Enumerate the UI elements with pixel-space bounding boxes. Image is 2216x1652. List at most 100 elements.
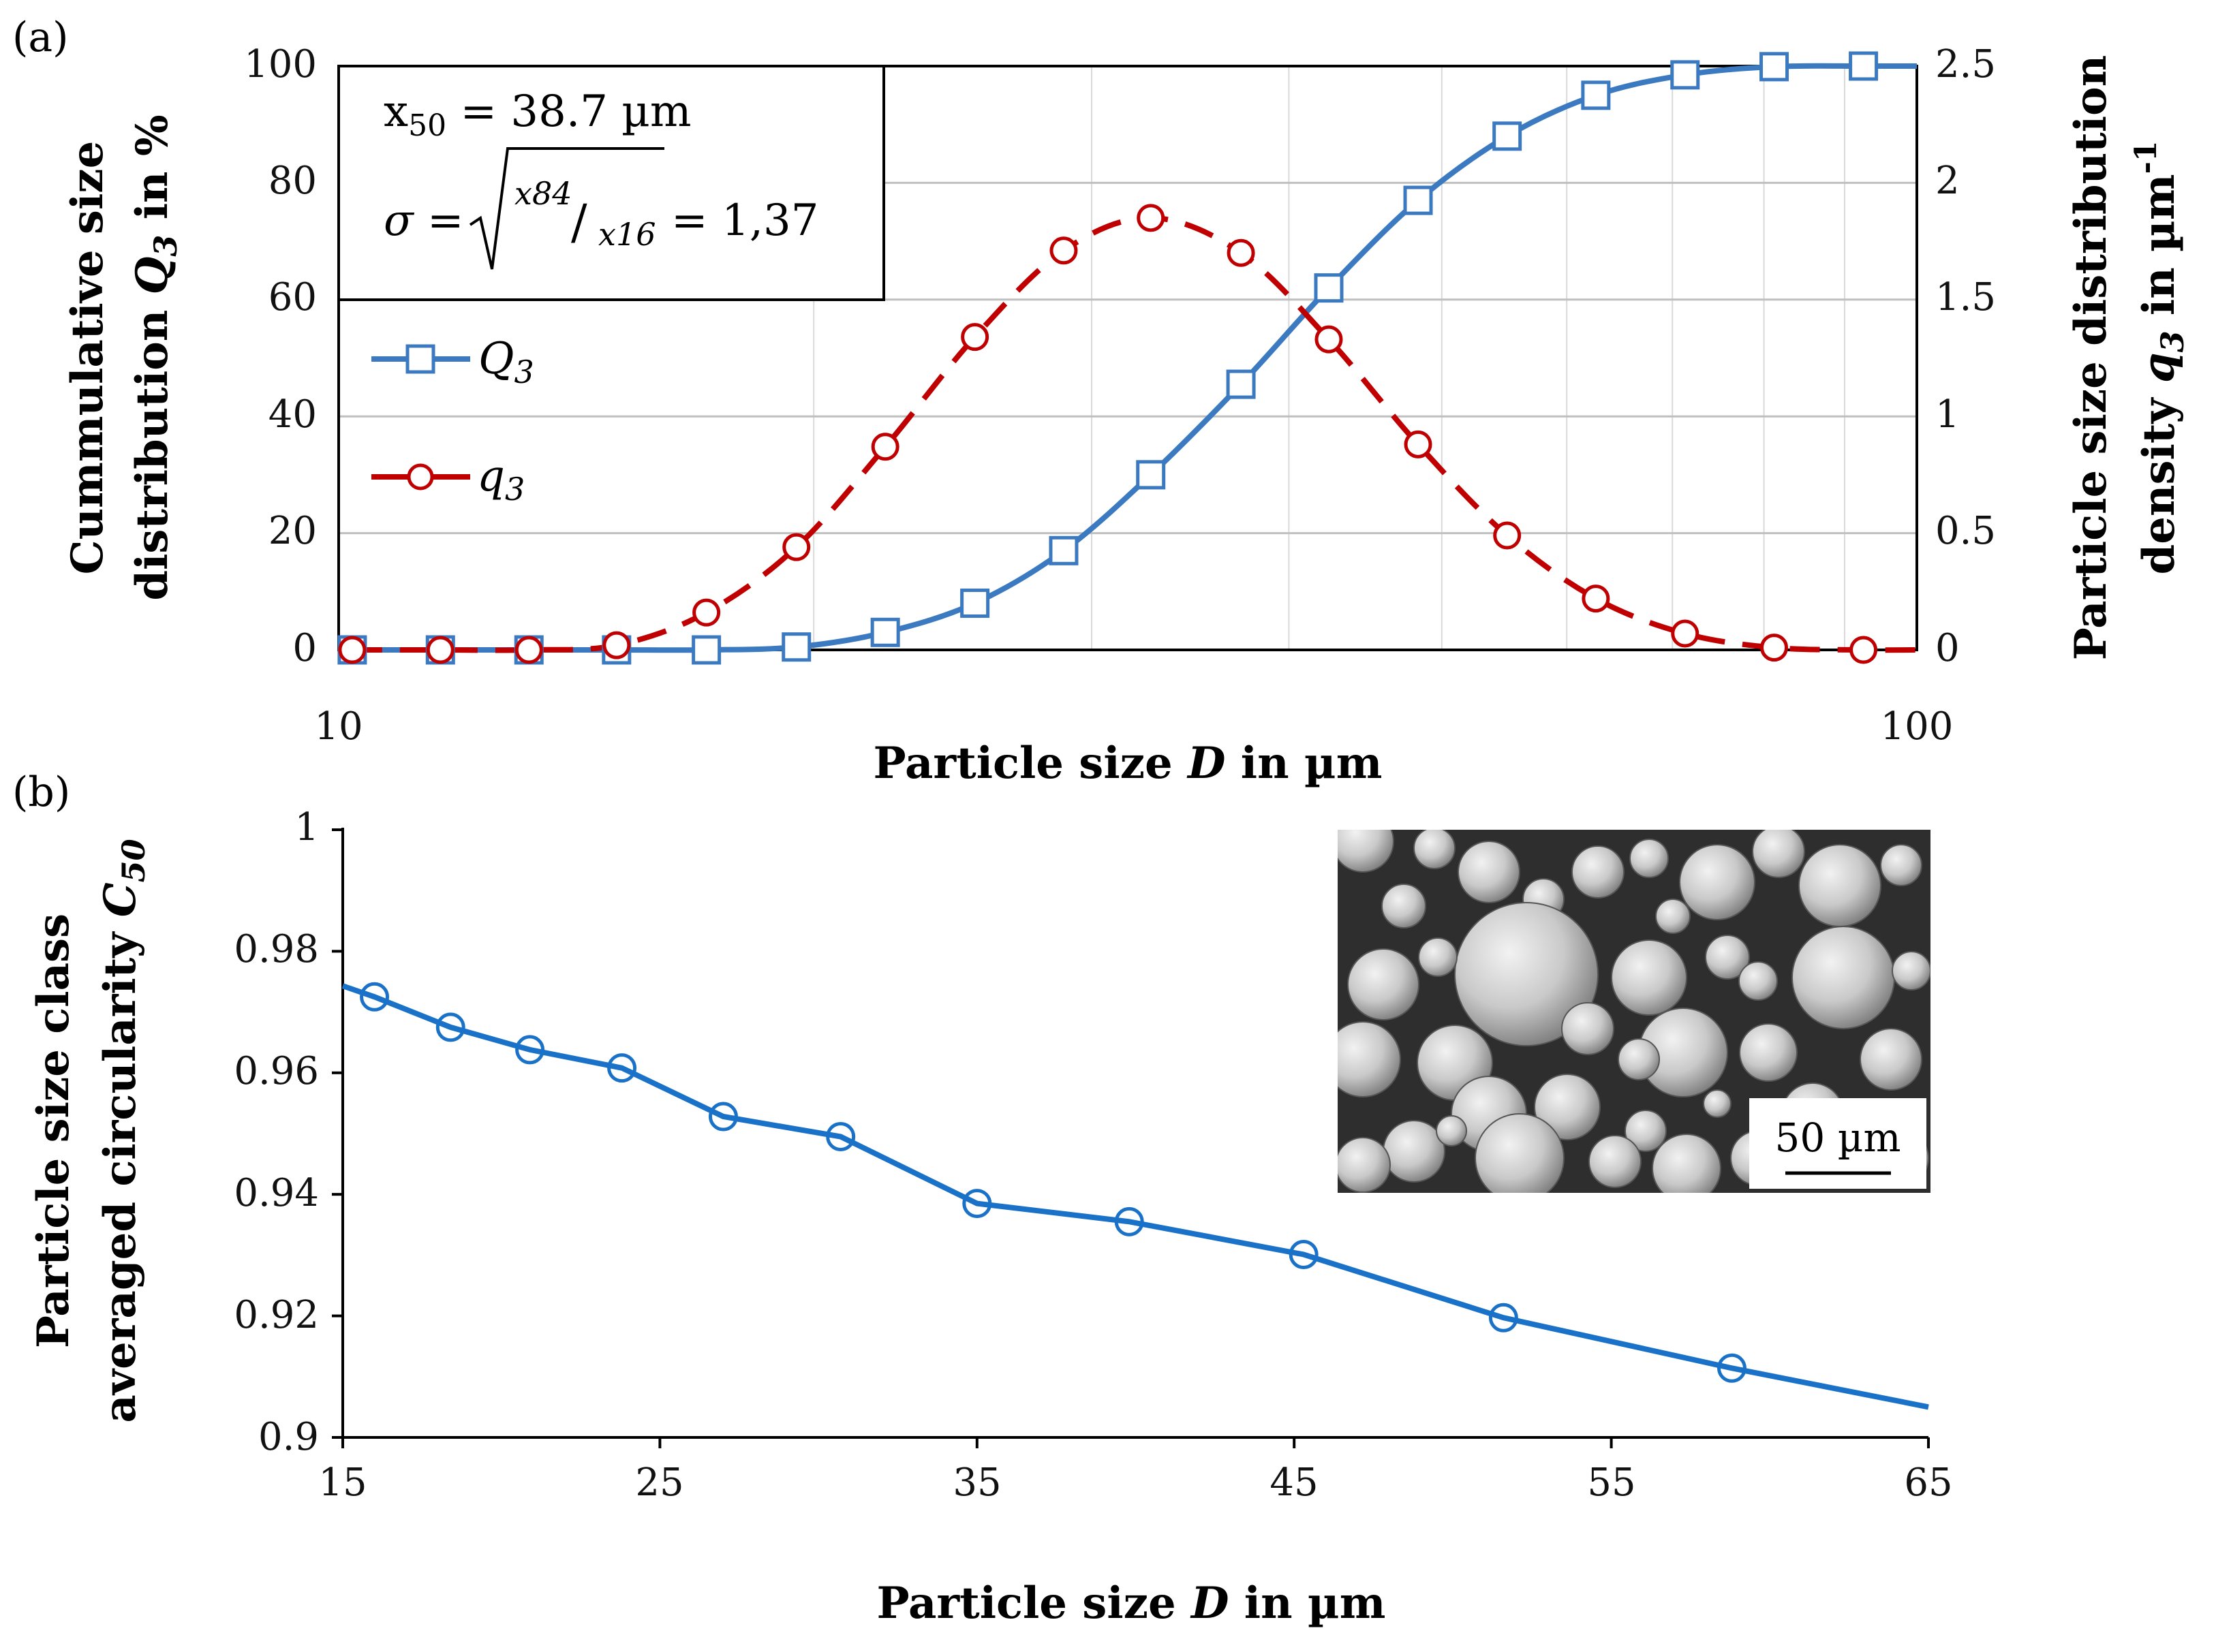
- a-sigma-annotation: σ = x84 / x16 = 1,37: [384, 147, 818, 270]
- a-sigma-denominator: x16: [598, 216, 656, 253]
- b-y-axis-title-line1: Particle size class: [28, 914, 79, 1348]
- sem-particle-28: [1860, 1028, 1922, 1091]
- sem-particle-6: [1679, 844, 1755, 920]
- panel-a-left-ticks: 0 20 40 60 80 100: [244, 42, 317, 670]
- a-right-tick-1: 1: [1935, 392, 1960, 437]
- a-right-axis-title-line2: density q3 in µm-1: [2129, 141, 2191, 575]
- sem-particle-17: [1738, 961, 1778, 1001]
- Q3-marker-8: [1049, 535, 1079, 565]
- panel-b-label: (b): [12, 768, 70, 816]
- Q3-marker-6: [870, 617, 900, 647]
- panel-b-markers: [360, 982, 1746, 1383]
- a-sqrt-symbol: [469, 147, 664, 270]
- a-x-axis-title: Particle size D in µm: [874, 738, 1383, 789]
- Q3-marker-7: [960, 588, 990, 618]
- series-C50-line: [341, 983, 1929, 1410]
- sem-particle-8: [1798, 844, 1881, 927]
- panel-a-markers: [337, 51, 1879, 665]
- C50-marker-9: [1488, 1303, 1518, 1332]
- a-left-tick-80: 80: [268, 159, 317, 203]
- sem-particle-22: [1561, 1002, 1614, 1055]
- q3-marker-15: [1671, 619, 1699, 648]
- a-legend: Q3 q3: [371, 334, 534, 508]
- q3-marker-10: [1227, 238, 1255, 267]
- a-right-axis-title-line1: Particle size distribution: [2065, 55, 2117, 661]
- sem-particle-15: [1611, 939, 1687, 1016]
- q3-marker-0: [338, 636, 367, 664]
- b-y-tick-0.9: 0.9: [258, 1415, 319, 1459]
- sem-particle-18: [1791, 926, 1895, 1029]
- b-y-axis-title-line2: averaged circularity C50: [95, 839, 152, 1422]
- q3-marker-13: [1493, 521, 1522, 550]
- sem-particle-30: [1338, 1137, 1391, 1193]
- b-y-tick-0.92: 0.92: [234, 1293, 319, 1337]
- a-info-box: [337, 65, 885, 301]
- a-left-tick-60: 60: [268, 275, 317, 320]
- q3-marker-5: [782, 533, 811, 561]
- a-left-axis-title-line1: Cummulative size: [62, 141, 113, 575]
- Q3-marker-16: [1759, 52, 1789, 82]
- C50-marker-4: [708, 1102, 738, 1132]
- sem-particle-11: [1655, 899, 1691, 934]
- sem-particle-13: [1347, 948, 1419, 1020]
- sem-particle-1: [1413, 830, 1456, 869]
- a-right-tick-0.5: 0.5: [1935, 509, 1996, 553]
- sem-particle-24: [1534, 1074, 1601, 1140]
- q3-marker-17: [1849, 636, 1878, 664]
- a-left-tick-100: 100: [244, 42, 317, 87]
- a-left-tick-0: 0: [292, 626, 317, 670]
- q3-marker-4: [692, 598, 721, 627]
- a-legend-Q3-label: Q3: [478, 334, 534, 390]
- panel-a-plot-frame: [337, 65, 1918, 651]
- a-right-tick-2: 2: [1935, 159, 1960, 203]
- a-left-axis-title-line2: distribution Q3 in %: [127, 114, 184, 600]
- q3-marker-2: [514, 636, 543, 664]
- sem-particle-20: [1338, 1021, 1401, 1097]
- Q3-marker-10: [1226, 369, 1256, 399]
- b-x-tick-15: 15: [318, 1461, 367, 1505]
- sem-particle-26: [1739, 1023, 1798, 1082]
- sem-particle-33: [1588, 1135, 1642, 1188]
- b-y-tick-0.94: 0.94: [234, 1171, 319, 1215]
- b-x-tick-35: 35: [953, 1461, 1001, 1505]
- sem-particle-19: [1892, 951, 1930, 991]
- scale-bar-label: 50 µm: [1775, 1115, 1901, 1161]
- a-left-tick-20: 20: [268, 509, 317, 553]
- panel-b-axis-ticks: [332, 828, 1930, 1448]
- Q3-marker-17: [1849, 51, 1879, 81]
- q3-marker-16: [1760, 634, 1789, 662]
- sem-micrograph-inset: 50 µm: [1338, 830, 1930, 1193]
- Q3-marker-9: [1136, 460, 1166, 490]
- sem-particle-7: [1752, 830, 1805, 878]
- b-y-tick-0.98: 0.98: [234, 927, 319, 971]
- q3-marker-14: [1582, 585, 1610, 613]
- C50-marker-2: [515, 1035, 545, 1065]
- sem-particle-16: [1705, 935, 1750, 980]
- Q3-marker-13: [1492, 121, 1522, 151]
- a-x50-annotation: x50 = 38.7 µm: [384, 87, 692, 143]
- panel-b-x-ticks: 15 25 35 45 55 65: [318, 1461, 1952, 1505]
- q3-marker-7: [961, 323, 989, 352]
- panel-a-label: (a): [12, 14, 69, 61]
- C50-marker-5: [826, 1121, 856, 1151]
- a-right-tick-0: 0: [1935, 626, 1960, 670]
- sem-particle-2: [1458, 841, 1520, 903]
- C50-marker-6: [962, 1189, 992, 1219]
- q3-marker-12: [1404, 430, 1432, 458]
- a-legend-q3-square-marker: [405, 344, 435, 374]
- sem-particle-5: [1629, 839, 1669, 878]
- q3-marker-8: [1049, 236, 1078, 265]
- C50-marker-0: [360, 982, 390, 1012]
- sem-particle-0: [1338, 830, 1394, 873]
- q3-marker-1: [426, 636, 455, 664]
- C50-marker-8: [1289, 1240, 1319, 1270]
- a-sigma-slash: /: [571, 194, 587, 250]
- C50-marker-3: [607, 1053, 637, 1083]
- Q3-marker-5: [782, 632, 812, 662]
- sem-particle-36: [1618, 1038, 1660, 1080]
- a-sigma-suffix: = 1,37: [671, 196, 818, 246]
- a-x-tick-100: 100: [1881, 704, 1954, 749]
- panel-b: (b) 0.9 0.92 0.94 0.96 0.98 1 15 25 35 4…: [12, 768, 1953, 1629]
- sem-particle-29: [1383, 1120, 1445, 1183]
